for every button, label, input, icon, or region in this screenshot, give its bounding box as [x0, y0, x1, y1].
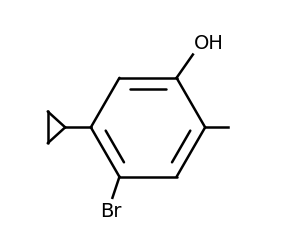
- Text: OH: OH: [194, 34, 224, 53]
- Text: Br: Br: [101, 202, 122, 221]
